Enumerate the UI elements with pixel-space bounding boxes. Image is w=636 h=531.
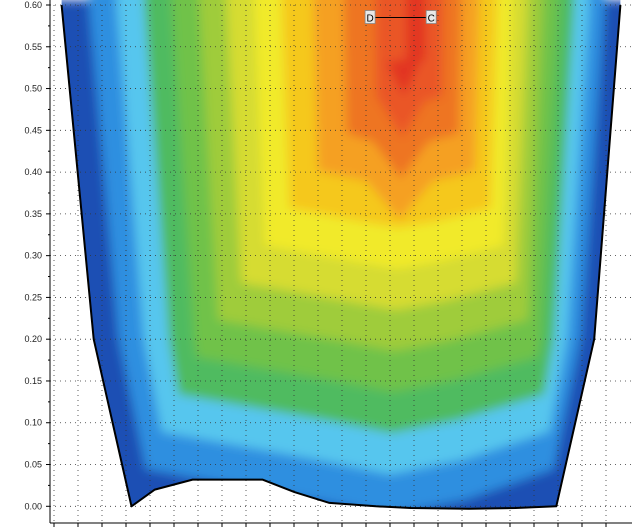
probe-point-label: D xyxy=(366,14,373,25)
y-tick-label: 0.40 xyxy=(24,167,42,177)
y-tick-label: 0.10 xyxy=(24,418,42,428)
probe-point-label: C xyxy=(428,14,435,25)
y-tick-label: 0.60 xyxy=(24,0,42,10)
y-tick-label: 0.30 xyxy=(24,251,42,261)
y-tick-label: 0.55 xyxy=(24,42,42,52)
y-tick-label: 0.25 xyxy=(24,292,42,302)
y-tick-label: 0.15 xyxy=(24,376,42,386)
y-tick-label: 0.20 xyxy=(24,334,42,344)
y-tick-label: 0.50 xyxy=(24,84,42,94)
y-tick-label: 0.35 xyxy=(24,209,42,219)
y-tick-label: 0.00 xyxy=(24,501,42,511)
y-tick-label: 0.45 xyxy=(24,125,42,135)
y-tick-label: 0.05 xyxy=(24,460,42,470)
